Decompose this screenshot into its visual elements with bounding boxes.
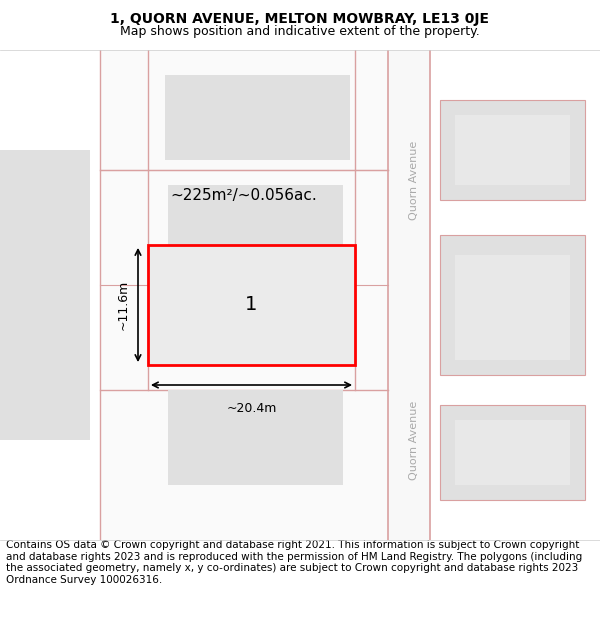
Text: Contains OS data © Crown copyright and database right 2021. This information is : Contains OS data © Crown copyright and d… [6,540,582,585]
Text: 1, QUORN AVENUE, MELTON MOWBRAY, LE13 0JE: 1, QUORN AVENUE, MELTON MOWBRAY, LE13 0J… [110,12,490,26]
Bar [440,100,585,200]
Bar [388,50,430,540]
Bar [440,235,585,375]
Text: Map shows position and indicative extent of the property.: Map shows position and indicative extent… [120,24,480,38]
Bar [440,100,585,200]
Bar [455,255,570,360]
Text: ~20.4m: ~20.4m [226,402,277,415]
Bar [440,405,585,500]
Text: Quorn Avenue: Quorn Avenue [409,141,419,219]
Bar [0,150,90,440]
Text: ~225m²/~0.056ac.: ~225m²/~0.056ac. [170,188,317,203]
Bar [148,245,355,365]
Text: Quorn Avenue: Quorn Avenue [409,401,419,479]
Bar [440,405,585,500]
Text: 1: 1 [245,296,257,314]
Bar [440,235,585,375]
Bar [100,50,388,540]
Bar [168,390,343,485]
Bar [165,75,350,160]
Bar [168,185,343,285]
Bar [455,420,570,485]
Text: ~11.6m: ~11.6m [117,280,130,330]
Bar [455,115,570,185]
